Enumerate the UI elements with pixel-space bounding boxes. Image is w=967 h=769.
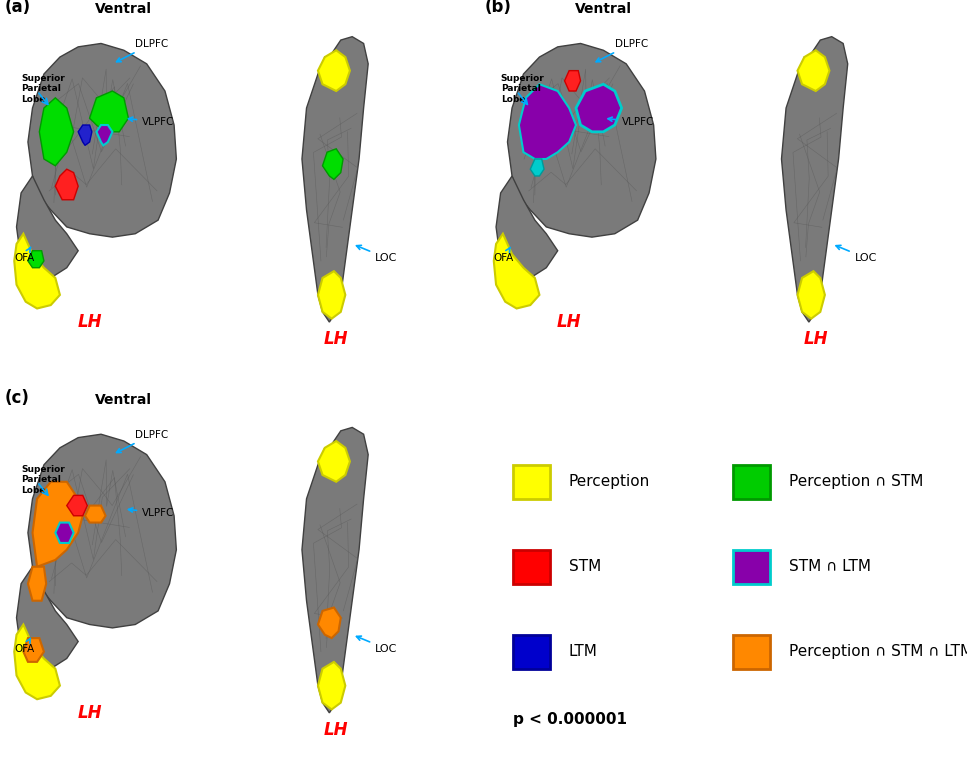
Text: (a): (a) — [5, 0, 31, 16]
Polygon shape — [494, 234, 540, 308]
FancyBboxPatch shape — [733, 634, 770, 669]
Text: OFA: OFA — [15, 638, 35, 654]
Polygon shape — [16, 176, 78, 278]
Text: Perception ∩ STM ∩ LTM: Perception ∩ STM ∩ LTM — [789, 644, 967, 659]
Text: VLPFC: VLPFC — [129, 117, 174, 127]
Polygon shape — [33, 482, 83, 567]
Text: STM ∩ LTM: STM ∩ LTM — [789, 559, 871, 574]
Polygon shape — [496, 176, 558, 278]
Polygon shape — [318, 662, 345, 710]
FancyBboxPatch shape — [733, 550, 770, 584]
Polygon shape — [565, 71, 580, 91]
Text: DLPFC: DLPFC — [596, 39, 648, 62]
Polygon shape — [798, 271, 825, 318]
Polygon shape — [302, 428, 368, 713]
Polygon shape — [302, 37, 368, 322]
Text: Perception ∩ STM: Perception ∩ STM — [789, 474, 923, 489]
Polygon shape — [23, 638, 44, 662]
Polygon shape — [798, 50, 830, 91]
Text: OFA: OFA — [494, 248, 514, 263]
Text: DLPFC: DLPFC — [117, 39, 168, 62]
Polygon shape — [781, 37, 848, 322]
Text: LOC: LOC — [836, 245, 877, 263]
Polygon shape — [85, 505, 105, 523]
Text: LOC: LOC — [357, 245, 397, 263]
Polygon shape — [318, 50, 350, 91]
Text: Ventral: Ventral — [575, 2, 631, 16]
Polygon shape — [519, 85, 576, 159]
Polygon shape — [28, 44, 176, 237]
Text: LH: LH — [324, 721, 348, 739]
Polygon shape — [28, 567, 46, 601]
Polygon shape — [67, 495, 87, 516]
Polygon shape — [15, 234, 60, 308]
Polygon shape — [78, 125, 92, 145]
Polygon shape — [15, 624, 60, 699]
Text: Ventral: Ventral — [96, 2, 153, 16]
Polygon shape — [55, 523, 73, 543]
Text: (c): (c) — [5, 389, 30, 407]
Polygon shape — [530, 159, 544, 176]
Polygon shape — [55, 169, 78, 200]
Text: Ventral: Ventral — [96, 393, 153, 407]
Text: Perception: Perception — [569, 474, 650, 489]
Polygon shape — [318, 441, 350, 482]
FancyBboxPatch shape — [513, 550, 550, 584]
Text: LH: LH — [324, 330, 348, 348]
Text: Superior
Parietal
Lobe: Superior Parietal Lobe — [501, 74, 544, 104]
Text: (b): (b) — [484, 0, 512, 16]
Polygon shape — [16, 567, 78, 669]
Text: LH: LH — [804, 330, 828, 348]
FancyBboxPatch shape — [733, 464, 770, 499]
Polygon shape — [323, 148, 343, 179]
Text: LH: LH — [77, 704, 102, 722]
Polygon shape — [318, 271, 345, 318]
FancyBboxPatch shape — [513, 634, 550, 669]
Polygon shape — [40, 98, 73, 166]
Polygon shape — [318, 608, 340, 638]
Text: LH: LH — [77, 313, 102, 331]
Text: STM: STM — [569, 559, 601, 574]
Text: LTM: LTM — [569, 644, 598, 659]
Text: LH: LH — [557, 313, 581, 331]
FancyBboxPatch shape — [513, 464, 550, 499]
Text: OFA: OFA — [15, 248, 35, 263]
Text: Superior
Parietal
Lobe: Superior Parietal Lobe — [21, 464, 65, 494]
Polygon shape — [28, 251, 44, 268]
Text: VLPFC: VLPFC — [608, 117, 654, 127]
Text: VLPFC: VLPFC — [129, 508, 174, 518]
Text: p < 0.000001: p < 0.000001 — [513, 712, 627, 727]
Polygon shape — [90, 91, 129, 131]
Polygon shape — [97, 125, 112, 145]
Polygon shape — [28, 434, 176, 628]
Text: LOC: LOC — [357, 636, 397, 654]
Text: DLPFC: DLPFC — [117, 430, 168, 452]
Polygon shape — [576, 85, 622, 131]
Text: Superior
Parietal
Lobe: Superior Parietal Lobe — [21, 74, 65, 104]
Polygon shape — [508, 44, 656, 237]
